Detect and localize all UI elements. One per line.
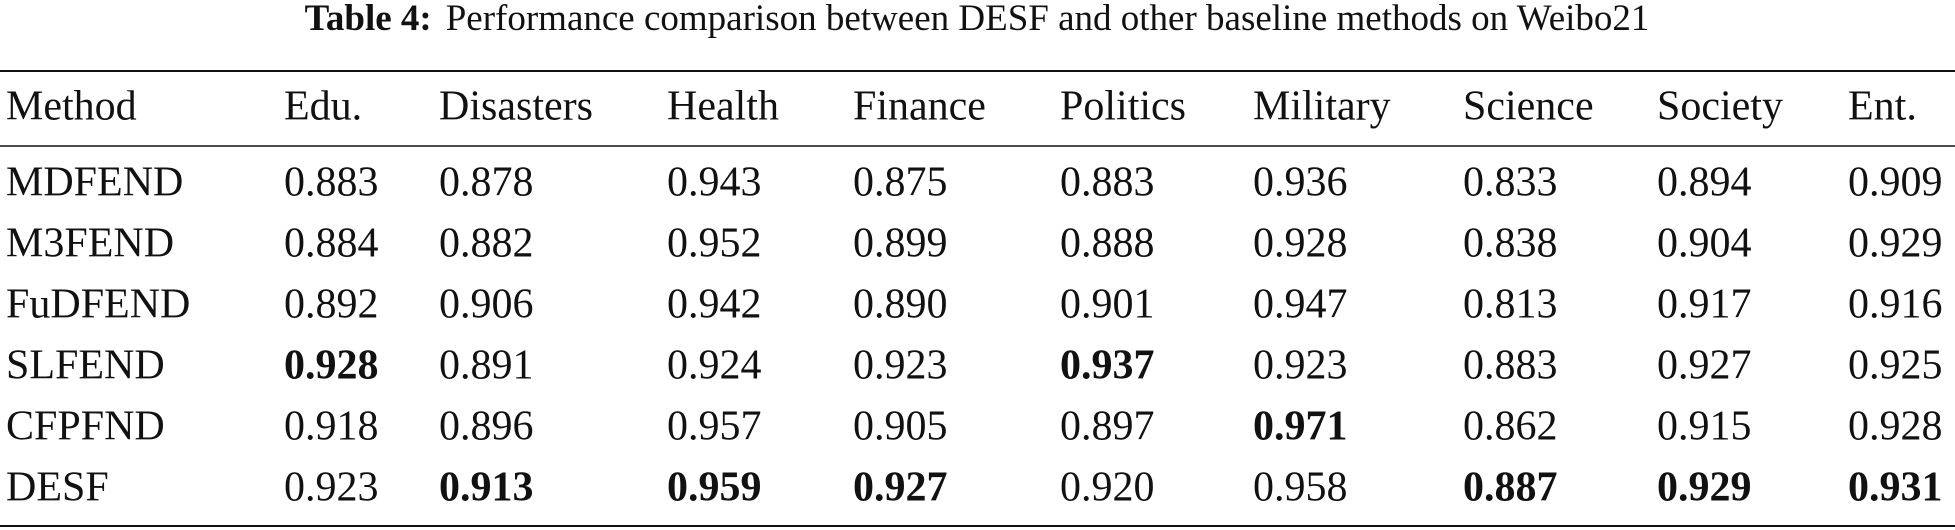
value-cell: 0.943 [667, 160, 762, 206]
value-cell: 0.952 [667, 221, 762, 267]
value-cell: 0.923 [853, 343, 948, 389]
method-cell: MDFEND [6, 160, 183, 206]
value-cell: 0.901 [1060, 282, 1155, 328]
header-cell: Society [1657, 84, 1783, 130]
value-cell: 0.897 [1060, 404, 1155, 450]
value-cell: 0.882 [439, 221, 534, 267]
value-cell: 0.931 [1848, 465, 1943, 511]
value-cell: 0.894 [1657, 160, 1752, 206]
value-cell: 0.920 [1060, 465, 1155, 511]
header-cell: Disasters [439, 84, 593, 130]
caption-text: Performance comparison between DESF and … [446, 0, 1650, 39]
value-cell: 0.892 [284, 282, 379, 328]
value-cell: 0.888 [1060, 221, 1155, 267]
value-cell: 0.884 [284, 221, 379, 267]
value-cell: 0.916 [1848, 282, 1943, 328]
method-cell: M3FEND [6, 221, 174, 267]
value-cell: 0.942 [667, 282, 762, 328]
value-cell: 0.833 [1463, 160, 1558, 206]
header-cell: Ent. [1848, 84, 1917, 130]
value-cell: 0.927 [853, 465, 948, 511]
value-cell: 0.923 [284, 465, 379, 511]
value-cell: 0.923 [1253, 343, 1348, 389]
method-cell: FuDFEND [6, 282, 190, 328]
method-cell: CFPFND [6, 404, 165, 450]
value-cell: 0.813 [1463, 282, 1558, 328]
value-cell: 0.927 [1657, 343, 1752, 389]
method-cell: DESF [6, 465, 109, 511]
value-cell: 0.957 [667, 404, 762, 450]
header-cell: Edu. [284, 84, 362, 130]
header-cell: Military [1253, 84, 1391, 130]
caption-label: Table 4: [305, 0, 432, 39]
header-cell: Science [1463, 84, 1594, 130]
value-cell: 0.971 [1253, 404, 1348, 450]
value-cell: 0.883 [1060, 160, 1155, 206]
value-cell: 0.906 [439, 282, 534, 328]
value-cell: 0.838 [1463, 221, 1558, 267]
value-cell: 0.878 [439, 160, 534, 206]
value-cell: 0.917 [1657, 282, 1752, 328]
value-cell: 0.904 [1657, 221, 1752, 267]
table-caption: Table 4: Performance comparison between D… [305, 0, 1650, 39]
value-cell: 0.915 [1657, 404, 1752, 450]
value-cell: 0.925 [1848, 343, 1943, 389]
value-cell: 0.924 [667, 343, 762, 389]
value-cell: 0.896 [439, 404, 534, 450]
header-cell: Finance [853, 84, 986, 130]
value-cell: 0.883 [284, 160, 379, 206]
header-cell: Method [6, 84, 137, 130]
value-cell: 0.918 [284, 404, 379, 450]
value-cell: 0.936 [1253, 160, 1348, 206]
value-cell: 0.905 [853, 404, 948, 450]
header-cell: Politics [1060, 84, 1186, 130]
value-cell: 0.890 [853, 282, 948, 328]
value-cell: 0.875 [853, 160, 948, 206]
value-cell: 0.958 [1253, 465, 1348, 511]
value-cell: 0.937 [1060, 343, 1155, 389]
value-cell: 0.929 [1657, 465, 1752, 511]
method-cell: SLFEND [6, 343, 165, 389]
value-cell: 0.891 [439, 343, 534, 389]
header-cell: Health [667, 84, 779, 130]
value-cell: 0.862 [1463, 404, 1558, 450]
value-cell: 0.947 [1253, 282, 1348, 328]
value-cell: 0.929 [1848, 221, 1943, 267]
value-cell: 0.883 [1463, 343, 1558, 389]
value-cell: 0.899 [853, 221, 948, 267]
value-cell: 0.928 [284, 343, 379, 389]
value-cell: 0.909 [1848, 160, 1943, 206]
value-cell: 0.887 [1463, 465, 1558, 511]
value-cell: 0.959 [667, 465, 762, 511]
value-cell: 0.928 [1253, 221, 1348, 267]
value-cell: 0.928 [1848, 404, 1943, 450]
value-cell: 0.913 [439, 465, 534, 511]
